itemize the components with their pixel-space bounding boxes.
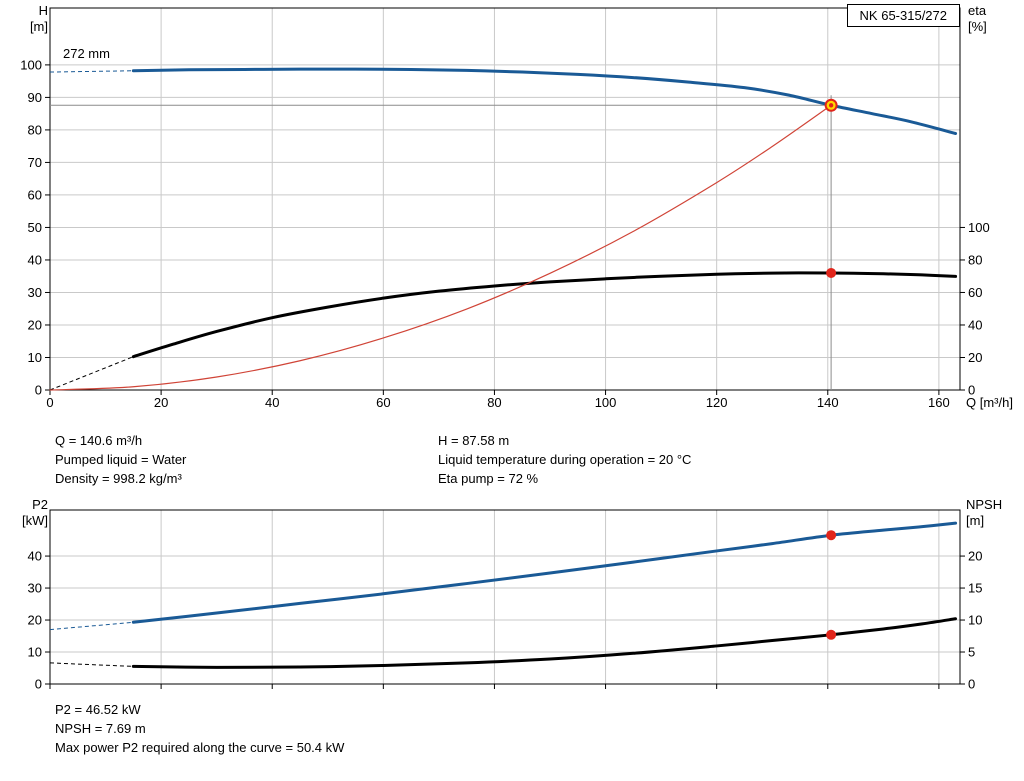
- bottom-left-axis-title: P2 [kW]: [6, 497, 48, 529]
- head-value: H = 87.58 m: [438, 433, 510, 448]
- x-axis-tick-label: 160: [928, 395, 950, 410]
- head-curve: [131, 67, 958, 135]
- right-axis-tick-label: 20: [968, 350, 982, 365]
- eta-pump-value: Eta pump = 72 %: [438, 471, 539, 486]
- axis-title-line: H: [38, 3, 48, 18]
- npsh-curve: [131, 617, 958, 669]
- x-axis-tick-label: 120: [706, 395, 728, 410]
- left-axis-tick-label: 50: [28, 220, 42, 235]
- left-axis-tick-label: 70: [28, 155, 42, 170]
- right-axis-tick-label: 20: [968, 549, 982, 564]
- axis-title-line: [m]: [29, 19, 48, 34]
- left-axis-tick-label: 10: [28, 350, 42, 365]
- left-axis-tick-label: 20: [28, 613, 42, 628]
- left-axis-tick-label: 80: [28, 122, 42, 137]
- axis-title-line: NPSH: [966, 497, 1003, 512]
- left-axis-tick-label: 60: [28, 187, 42, 202]
- left-axis-tick-label: 40: [28, 549, 42, 564]
- flow-value: Q = 140.6 m³/h: [55, 433, 143, 448]
- left-axis-tick-label: 30: [28, 581, 42, 596]
- efficiency-curve-dashed-extension: [49, 356, 134, 391]
- left-axis-tick-label: 0: [35, 383, 42, 398]
- efficiency-curve: [131, 271, 958, 359]
- max-power-note: Max power P2 required along the curve = …: [55, 740, 345, 755]
- right-axis-tick-label: 60: [968, 285, 982, 300]
- top-left-axis-title: H [m]: [6, 3, 48, 35]
- duty-point-marker: [826, 629, 837, 640]
- p2-value: P2 = 46.52 kW: [55, 702, 141, 717]
- iso-efficiency-curve: [49, 104, 832, 391]
- top-x-axis-title: Q [m³/h]: [966, 395, 1013, 410]
- pump-model-title: NK 65-315/272: [846, 4, 960, 27]
- p2-power-curve: [131, 521, 958, 624]
- x-axis-tick-label: 80: [487, 395, 501, 410]
- x-axis-tick-label: 40: [265, 395, 279, 410]
- duty-point-marker: [826, 530, 837, 541]
- x-axis-tick-label: 100: [595, 395, 617, 410]
- duty-info-right: H = 87.58 m Liquid temperature during op…: [438, 431, 691, 488]
- impeller-diameter-label: 272 mm: [63, 46, 110, 61]
- duty-point-center: [828, 103, 834, 108]
- right-axis-tick-label: 10: [968, 613, 982, 628]
- p2-power-curve-dashed-extension: [49, 621, 134, 631]
- duty-info-left: Q = 140.6 m³/h Pumped liquid = Water Den…: [55, 431, 186, 488]
- left-axis-tick-label: 10: [28, 645, 42, 660]
- right-axis-tick-label: 0: [968, 383, 975, 398]
- left-axis-tick-label: 40: [28, 252, 42, 267]
- right-axis-tick-label: 0: [968, 677, 975, 692]
- x-axis-tick-label: 20: [154, 395, 168, 410]
- axis-title-line: [m]: [966, 513, 985, 528]
- x-axis-tick-label: 140: [817, 395, 839, 410]
- liquid-temperature: Liquid temperature during operation = 20…: [438, 452, 692, 467]
- right-axis-tick-label: 100: [968, 220, 990, 235]
- x-axis-tick-label: 60: [376, 395, 390, 410]
- plot-frame: [49, 509, 961, 685]
- right-axis-tick-label: 80: [968, 252, 982, 267]
- left-axis-tick-label: 90: [28, 90, 42, 105]
- axis-title-line: [%]: [968, 19, 987, 34]
- left-axis-tick-label: 100: [20, 57, 42, 72]
- head-curve-dashed-extension: [49, 70, 134, 73]
- left-axis-tick-label: 0: [35, 677, 42, 692]
- axis-title-line: eta: [968, 3, 987, 18]
- right-axis-tick-label: 40: [968, 317, 982, 332]
- pumped-liquid: Pumped liquid = Water: [55, 452, 187, 467]
- density-value: Density = 998.2 kg/m³: [55, 471, 182, 486]
- axis-title-line: [kW]: [22, 513, 48, 528]
- right-axis-tick-label: 5: [968, 645, 975, 660]
- axis-title-line: P2: [32, 497, 48, 512]
- npsh-value: NPSH = 7.69 m: [55, 721, 146, 736]
- x-axis-tick-label: 0: [46, 395, 53, 410]
- plot-frame: [49, 7, 961, 391]
- bottom-right-axis-title: NPSH [m]: [966, 497, 1022, 529]
- npsh-curve-dashed-extension: [49, 662, 134, 667]
- power-info-block: P2 = 46.52 kW NPSH = 7.69 m Max power P2…: [55, 700, 344, 757]
- left-axis-tick-label: 20: [28, 317, 42, 332]
- right-axis-tick-label: 15: [968, 581, 982, 596]
- left-axis-tick-label: 30: [28, 285, 42, 300]
- duty-point-marker: [826, 267, 837, 278]
- top-right-axis-title: eta [%]: [968, 3, 1020, 35]
